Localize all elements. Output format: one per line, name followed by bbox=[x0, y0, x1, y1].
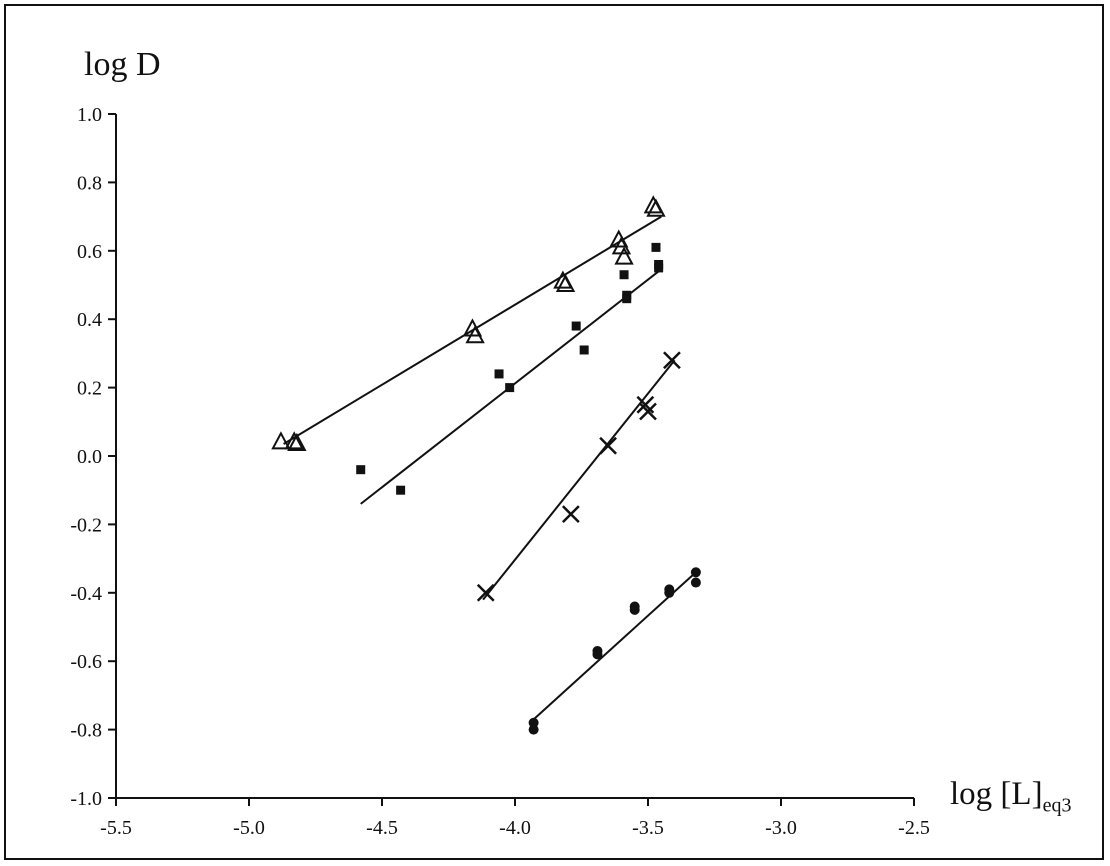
x-tick-label: -2.5 bbox=[898, 817, 930, 839]
data-point-cross bbox=[663, 351, 681, 370]
y-tick-label: 0.8 bbox=[77, 172, 102, 194]
y-axis-label: log D bbox=[84, 46, 161, 83]
data-point-cross bbox=[476, 583, 495, 602]
data-point-open-triangle bbox=[646, 198, 666, 217]
y-tick-label: 1.0 bbox=[77, 104, 102, 126]
data-point-filled-circle bbox=[592, 649, 603, 660]
data-point-filled-circle bbox=[664, 587, 675, 598]
data-point-filled-square bbox=[622, 294, 632, 304]
y-tick-label: 0.6 bbox=[77, 241, 102, 263]
data-point-open-triangle bbox=[287, 432, 307, 452]
data-point-open-triangle bbox=[555, 273, 576, 292]
data-markers bbox=[271, 195, 701, 735]
data-point-filled-square bbox=[654, 263, 664, 273]
y-tick-label: 0.2 bbox=[77, 378, 102, 400]
data-point-cross bbox=[561, 505, 580, 524]
data-point-filled-square bbox=[396, 485, 406, 495]
y-tick-label: -0.2 bbox=[70, 514, 102, 536]
y-tick-label: -0.4 bbox=[70, 583, 102, 605]
data-point-filled-square bbox=[571, 321, 581, 331]
x-tick-label: -3.0 bbox=[765, 817, 797, 839]
data-point-filled-square bbox=[356, 465, 366, 475]
x-axis-label-main: log [L] bbox=[950, 776, 1043, 812]
y-tick-label: 0.4 bbox=[77, 309, 102, 331]
data-point-filled-square bbox=[505, 383, 515, 393]
data-point-open-triangle bbox=[614, 246, 634, 265]
y-tick-label: 0.0 bbox=[77, 446, 102, 468]
data-point-filled-circle bbox=[528, 724, 539, 735]
data-point-filled-square bbox=[579, 345, 589, 355]
data-point-cross bbox=[639, 402, 657, 421]
x-tick-label: -5.0 bbox=[233, 817, 265, 839]
x-tick-label: -4.0 bbox=[499, 817, 531, 839]
x-tick-label: -5.5 bbox=[100, 817, 132, 839]
x-tick-label: -4.5 bbox=[366, 817, 398, 839]
fit-line-series-3 bbox=[482, 359, 676, 601]
data-point-open-triangle bbox=[284, 431, 304, 450]
y-tick-label: -0.6 bbox=[70, 651, 102, 673]
x-tick-label: -3.5 bbox=[632, 817, 664, 839]
fit-lines bbox=[283, 215, 697, 721]
chart-frame: 1.0 0.8 0.6 0.4 0.2 0.0 -0.2 -0.4 -0.6 -0.8 -1.0 -… bbox=[4, 4, 1104, 860]
data-point-filled-square bbox=[651, 242, 661, 252]
y-ticks: 1.0 0.8 0.6 0.4 0.2 0.0 -0.2 -0.4 -0.6 -0.8 -1.0 bbox=[70, 104, 116, 810]
data-point-filled-circle bbox=[690, 577, 701, 588]
x-axis-label: log [L]eq3 bbox=[950, 776, 1071, 818]
y-tick-label: -0.8 bbox=[70, 720, 102, 742]
data-point-cross bbox=[599, 436, 617, 455]
x-axis-label-subscript: eq3 bbox=[1042, 794, 1072, 817]
data-point-filled-circle bbox=[629, 604, 640, 615]
data-point-open-triangle bbox=[271, 431, 291, 450]
data-point-filled-square bbox=[494, 369, 504, 379]
x-ticks: -5.5 -5.0 -4.5 -4.0 -3.5 -3.0 -2.5 bbox=[100, 798, 930, 839]
data-point-filled-circle bbox=[690, 567, 701, 578]
data-point-filled-square bbox=[619, 270, 629, 280]
y-tick-label: -1.0 bbox=[70, 788, 102, 810]
data-point-filled-circle bbox=[528, 717, 539, 728]
chart-plot: 1.0 0.8 0.6 0.4 0.2 0.0 -0.2 -0.4 -0.6 -0.8 -1.0 -… bbox=[70, 104, 930, 839]
data-point-open-triangle bbox=[465, 325, 485, 344]
